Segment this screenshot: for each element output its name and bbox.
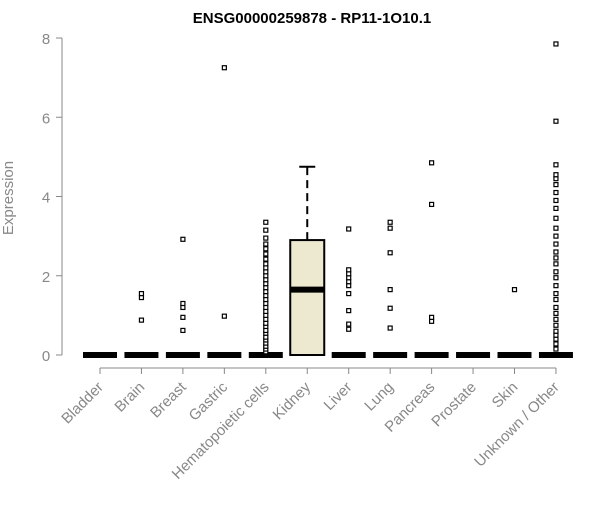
outlier-point: [553, 304, 559, 311]
x-tick-label: Breast: [147, 378, 190, 421]
outlier-point: [429, 201, 435, 208]
outlier-point: [263, 246, 269, 252]
outlier-point: [553, 205, 559, 211]
outlier-point: [553, 255, 559, 261]
box-group: [124, 290, 159, 358]
outlier-point: [221, 65, 227, 71]
outlier-point: [553, 118, 559, 124]
outlier-point: [387, 287, 393, 293]
outlier-point: [553, 341, 559, 347]
outlier-point: [387, 219, 393, 225]
box-group: [248, 219, 283, 358]
outlier-point: [553, 241, 559, 247]
outlier-point: [553, 310, 559, 316]
x-tick-label: Brain: [111, 379, 148, 416]
outlier-point: [263, 219, 269, 225]
outlier-point: [553, 233, 559, 239]
outlier-point: [553, 189, 559, 196]
outlier-point: [346, 308, 352, 314]
outlier-point: [263, 227, 269, 233]
outlier-point: [553, 283, 559, 289]
outlier-point: [346, 321, 352, 327]
y-tick-label: 4: [42, 190, 50, 207]
chart-title: ENSG00000259878 - RP11-1O10.1: [193, 10, 432, 27]
outlier-point: [553, 215, 559, 221]
outlier-point: [138, 290, 145, 297]
outlier-point: [180, 236, 186, 242]
box-group: [165, 236, 200, 358]
x-tick-label: Lung: [361, 379, 397, 415]
y-axis-label: Expression: [0, 161, 17, 235]
outlier-point: [553, 197, 559, 204]
box: [289, 239, 326, 356]
outlier-point: [553, 261, 559, 267]
box-group: [497, 287, 532, 358]
outlier-point: [553, 269, 559, 275]
y-tick-label: 6: [42, 110, 50, 127]
outlier-point: [346, 267, 352, 273]
y-tick-label: 8: [42, 31, 50, 48]
outlier-point: [553, 172, 559, 178]
outlier-point: [553, 296, 559, 303]
box-group: [331, 226, 366, 358]
x-tick-label: Skin: [489, 379, 522, 412]
outlier-point: [553, 225, 559, 231]
outlier-point: [263, 241, 269, 247]
outlier-point: [429, 160, 435, 166]
box-group: [414, 160, 449, 358]
outlier-point: [346, 326, 352, 332]
outlier-point: [553, 346, 559, 352]
outlier-point: [553, 162, 559, 168]
outlier-point: [138, 317, 145, 323]
outlier-point: [553, 290, 559, 297]
x-tick-label: Prostate: [428, 379, 480, 431]
outlier-point: [511, 287, 518, 293]
outlier-point: [263, 256, 269, 262]
box-group: [207, 65, 242, 358]
outlier-point: [180, 300, 186, 307]
plot-area: [83, 41, 573, 358]
outlier-point: [263, 251, 269, 257]
outlier-point: [387, 225, 393, 231]
outlier-point: [553, 249, 559, 255]
outlier-point: [553, 316, 559, 322]
outlier-point: [221, 313, 227, 319]
outlier-point: [553, 322, 559, 328]
x-tick-label: Bladder: [58, 379, 107, 428]
box-group: [289, 165, 326, 356]
outlier-point: [346, 226, 352, 232]
box-group: [538, 41, 573, 358]
outlier-point: [387, 325, 393, 331]
outlier-point: [553, 328, 559, 334]
y-tick-label: 2: [42, 269, 50, 286]
outlier-point: [346, 290, 352, 297]
box-group: [373, 219, 408, 358]
outlier-point: [553, 182, 559, 188]
outlier-point: [387, 305, 393, 311]
outlier-point: [553, 41, 559, 47]
x-tick-label: Kidney: [270, 378, 315, 423]
outlier-point: [429, 314, 435, 320]
outlier-point: [263, 235, 269, 241]
outlier-point: [263, 261, 269, 267]
outlier-point: [553, 275, 559, 281]
outlier-point: [180, 327, 186, 334]
outlier-point: [387, 250, 393, 256]
y-tick-label: 0: [42, 348, 50, 365]
x-tick-label: Liver: [321, 379, 356, 414]
outlier-point: [180, 314, 186, 320]
